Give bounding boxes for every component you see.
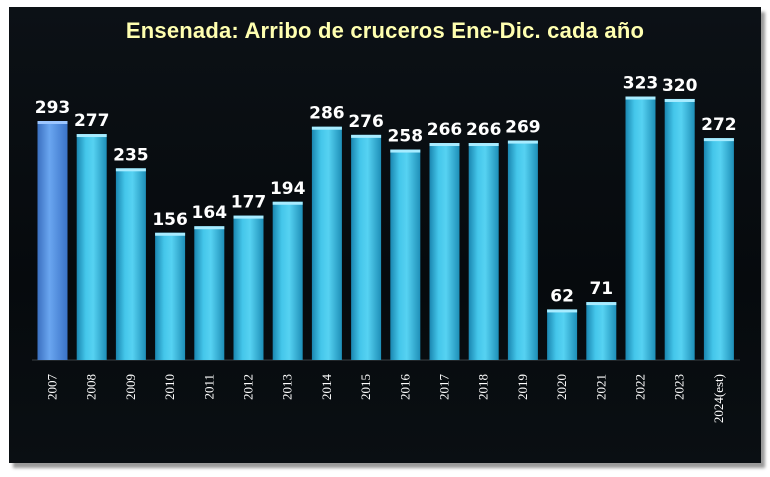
bar-cap-2013 [272,201,303,205]
x-tick-label-2018: 2018 [476,374,491,400]
x-tick-label-2019: 2019 [515,374,530,400]
bar-2022 [625,96,656,361]
chart-title: Ensenada: Arribo de cruceros Ene-Dic. ca… [125,18,645,43]
bar-2011 [194,226,225,360]
value-label-2016: 258 [388,127,424,147]
x-tick-label-2012: 2012 [241,374,256,400]
bar-2007 [37,121,68,360]
x-tick-label-2011: 2011 [201,374,216,400]
x-tick-label-2024(est): 2024(est) [711,374,726,423]
value-label-2009: 235 [113,145,149,165]
bar-cap-2023 [664,98,695,102]
x-tick-label-2013: 2013 [280,374,295,400]
bar-cap-2019 [507,140,538,144]
bar-cap-2018 [468,143,499,147]
bar-cap-2014 [311,126,342,130]
value-label-2022: 323 [623,74,659,94]
value-label-2015: 276 [348,112,384,132]
bar-2016 [390,149,421,360]
value-label-2011: 164 [192,203,228,223]
bar-2017 [429,143,460,360]
bar-2020 [547,309,578,360]
value-label-2018: 266 [466,120,502,140]
bar-cap-2017 [429,143,460,147]
bar-cap-2008 [76,134,107,138]
bar-2015 [351,134,382,360]
value-label-2014: 286 [309,104,345,124]
x-tick-label-2009: 2009 [123,374,138,400]
value-label-2019: 269 [505,118,541,138]
value-label-2024(est): 272 [701,115,737,135]
bar-cap-2015 [351,134,382,138]
x-tick-label-2017: 2017 [437,374,452,401]
bar-cap-2012 [233,215,264,219]
x-tick-label-2022: 2022 [633,374,648,400]
bar-2010 [155,232,186,360]
x-tick-label-2020: 2020 [554,374,569,400]
bar-cap-2022 [625,96,656,100]
bar-cap-2007 [37,121,68,124]
value-label-2023: 320 [662,76,698,96]
bar-2023 [664,98,695,361]
bar-2021 [586,302,617,360]
value-label-2008: 277 [74,111,110,131]
value-label-2021: 71 [589,279,613,299]
x-tick-label-2021: 2021 [593,374,608,400]
value-label-2017: 266 [427,120,463,140]
bar-cap-2024(est) [703,138,734,142]
bar-2009 [115,168,146,360]
bar-2014 [311,126,342,360]
value-label-2012: 177 [231,193,267,213]
bar-2012 [233,215,264,360]
bar-cap-2021 [586,302,617,306]
value-label-2007: 293 [35,98,71,118]
bar-2018 [468,143,499,360]
x-tick-label-2008: 2008 [84,374,99,400]
value-label-2013: 194 [270,179,306,199]
bar-2013 [272,201,303,360]
x-tick-label-2015: 2015 [358,374,373,400]
value-label-2010: 156 [152,210,188,230]
bar-2008 [76,134,107,360]
value-label-2020: 62 [550,286,574,306]
x-tick-label-2023: 2023 [672,374,687,400]
x-tick-label-2010: 2010 [162,374,177,400]
bar-cap-2016 [390,149,421,153]
x-tick-label-2014: 2014 [319,374,334,401]
bar-2019 [507,140,538,360]
x-tick-label-2016: 2016 [397,374,412,401]
bar-2024(est) [703,138,734,360]
bar-cap-2020 [547,309,578,313]
bar-cap-2009 [115,168,146,172]
bar-cap-2010 [155,232,186,236]
bar-cap-2011 [194,226,225,230]
x-tick-label-2007: 2007 [45,374,60,401]
